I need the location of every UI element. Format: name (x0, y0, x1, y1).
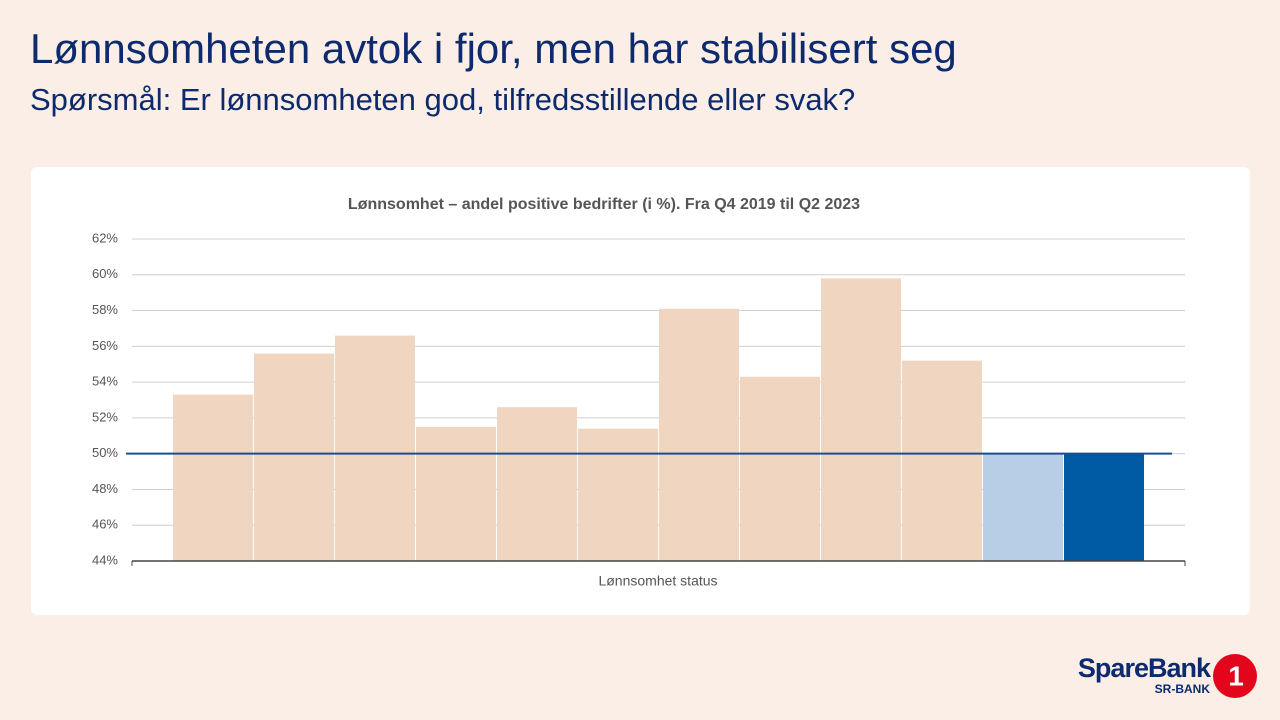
x-axis-label: Lønnsomhet status (598, 573, 717, 589)
y-tick-label: 56% (92, 338, 118, 353)
y-tick-label: 60% (92, 266, 118, 281)
bar (416, 426, 496, 561)
logo-sub: SR-BANK (1155, 682, 1211, 696)
y-tick-label: 46% (92, 517, 118, 532)
bar (497, 407, 577, 561)
chart-title: Lønnsomhet – andel positive bedrifter (i… (348, 196, 860, 213)
bar (173, 394, 253, 561)
bar (659, 308, 739, 561)
y-tick-label: 58% (92, 302, 118, 317)
bar (983, 453, 1063, 561)
bar (578, 428, 658, 561)
bar (1064, 453, 1144, 561)
slide-subtitle: Spørsmål: Er lønnsomheten god, tilfredss… (30, 82, 855, 117)
logo-name: SpareBank (1078, 653, 1212, 683)
y-tick-label: 62% (92, 230, 118, 245)
bar (902, 360, 982, 561)
plot: 44% 46% 48% 50% 52% 54% 56% 58% 60% 62% (92, 230, 1186, 567)
y-tick-label: 52% (92, 409, 118, 424)
y-tick-label: 50% (92, 445, 118, 460)
y-tick-label: 48% (92, 481, 118, 496)
bar (740, 376, 820, 561)
bar (821, 278, 901, 561)
y-tick-label: 54% (92, 374, 118, 389)
bar (254, 353, 334, 561)
logo-mark: 1 (1228, 660, 1244, 691)
bar (335, 335, 415, 561)
logo-circle (1213, 654, 1257, 698)
y-tick-label: 44% (92, 552, 118, 567)
slide-title: Lønnsomheten avtok i fjor, men har stabi… (30, 25, 957, 72)
